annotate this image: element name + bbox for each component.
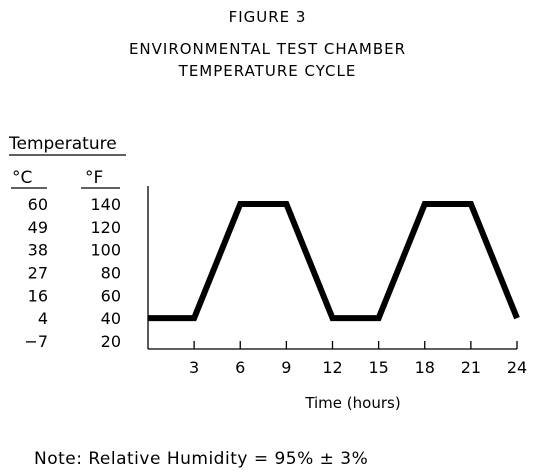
y-tick-label-celsius: 60: [28, 195, 48, 214]
y-tick-label-celsius: 16: [28, 286, 48, 305]
y-tick-label-fahrenheit: 100: [90, 241, 121, 260]
x-tick-label: 9: [281, 358, 291, 377]
fahrenheit-unit-label: °F: [85, 168, 103, 188]
x-tick-label: 21: [461, 358, 481, 377]
y-axis-title: Temperature: [8, 134, 117, 154]
y-tick-label-celsius: 38: [28, 241, 48, 260]
x-tick-label: 6: [235, 358, 245, 377]
x-tick-label: 24: [507, 358, 527, 377]
y-tick-label-celsius: −7: [24, 332, 48, 351]
x-tick-label: 3: [189, 358, 199, 377]
chart-title-line-1: ENVIRONMENTAL TEST CHAMBER: [128, 40, 407, 58]
x-tick-label: 12: [322, 358, 342, 377]
temperature-series-line: [148, 201, 520, 322]
figure-label: FIGURE 3: [228, 8, 307, 26]
x-tick-label: 15: [368, 358, 388, 377]
humidity-note: Note: Relative Humidity = 95% ± 3%: [34, 449, 369, 469]
y-tick-label-fahrenheit: 40: [101, 309, 121, 328]
y-tick-label-fahrenheit: 80: [101, 264, 121, 283]
x-tick-label: 18: [415, 358, 435, 377]
y-tick-label-celsius: 27: [28, 264, 48, 283]
y-tick-label-celsius: 49: [28, 218, 48, 237]
celsius-unit-label: °C: [12, 168, 32, 188]
y-tick-label-fahrenheit: 120: [90, 218, 121, 237]
y-tick-label-fahrenheit: 60: [101, 286, 121, 305]
y-tick-label-fahrenheit: 140: [90, 195, 121, 214]
x-axis-title: Time (hours): [304, 394, 400, 412]
chart-title-line-2: TEMPERATURE CYCLE: [178, 62, 357, 80]
y-tick-label-celsius: 4: [38, 309, 48, 328]
y-tick-label-fahrenheit: 20: [101, 332, 121, 351]
